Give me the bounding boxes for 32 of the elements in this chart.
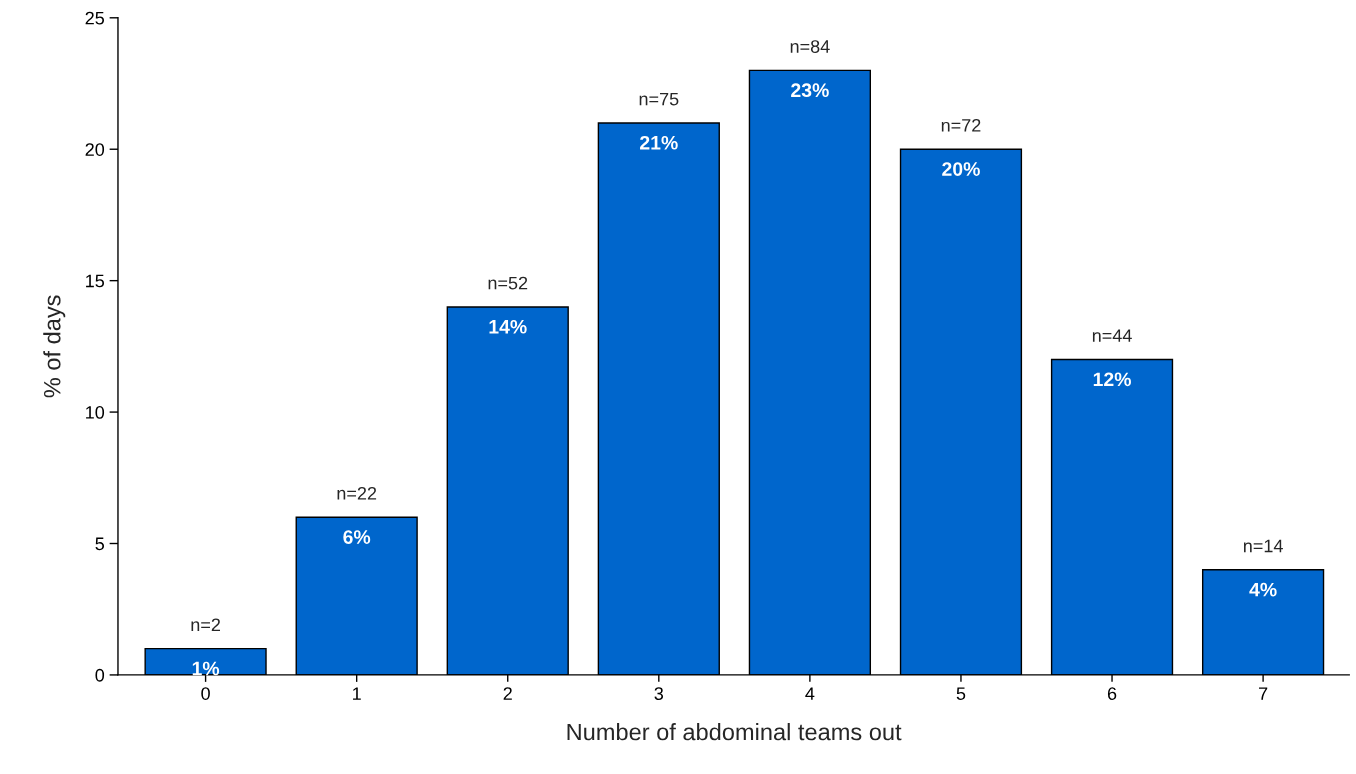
x-tick-label: 3 <box>654 687 664 700</box>
data-label: 14% <box>489 319 527 334</box>
y-tick-label: 10 <box>86 406 105 419</box>
annotation: n=2 <box>191 618 220 632</box>
y-tick-label: 15 <box>86 274 105 288</box>
data-label: 20% <box>942 162 980 176</box>
data-label: 21% <box>640 135 678 150</box>
y-tick-label: 0 <box>95 668 105 682</box>
annotation: n=52 <box>488 276 528 290</box>
y-tick-label: 25 <box>85 11 105 25</box>
y-axis-title: % of days <box>43 295 66 398</box>
annotation: n=72 <box>941 118 981 132</box>
x-tick-label: 0 <box>201 687 210 700</box>
y-tick-label: 5 <box>95 537 105 551</box>
x-axis-title: Number of abdominal teams out <box>567 723 902 741</box>
x-tick-label: 4 <box>805 687 815 700</box>
x-tick-label: 1 <box>353 687 361 700</box>
data-label: 23% <box>791 83 829 98</box>
x-tick-label: 2 <box>503 687 512 700</box>
data-label: 12% <box>1093 372 1131 387</box>
annotation: n=44 <box>1092 329 1132 342</box>
y-tick-label: 20 <box>85 143 105 156</box>
data-label: 1% <box>192 661 220 676</box>
x-tick-label: 6 <box>1107 687 1117 700</box>
x-tick-label: 7 <box>1259 687 1268 700</box>
annotation: n=14 <box>1243 539 1283 553</box>
annotation: n=75 <box>639 92 679 106</box>
annotation: n=22 <box>337 486 377 500</box>
x-tick-label: 5 <box>956 687 966 700</box>
data-label: 6% <box>343 530 371 544</box>
annotation: n=84 <box>790 40 830 53</box>
data-label: 4% <box>1249 582 1277 597</box>
